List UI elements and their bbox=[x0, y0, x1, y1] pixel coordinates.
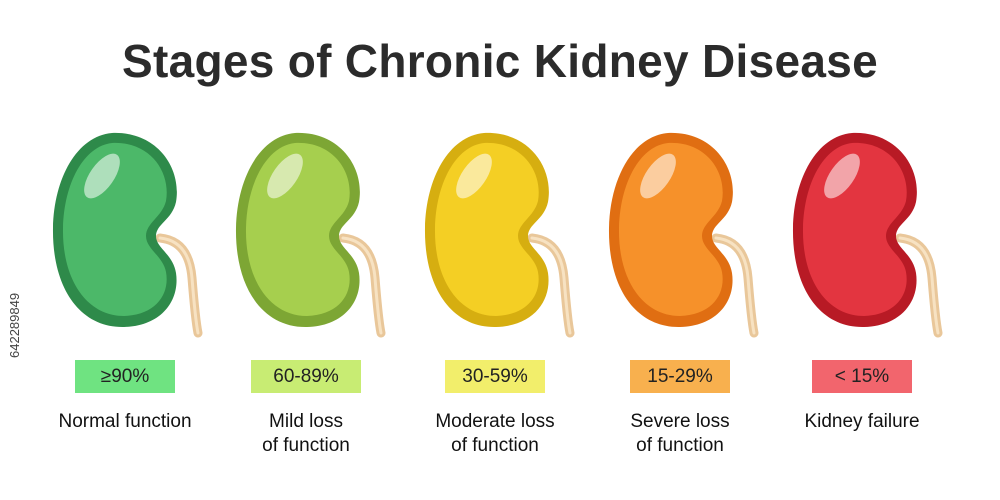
stage-label: Kidney failure bbox=[804, 411, 920, 432]
kidney-highlight bbox=[84, 153, 120, 199]
stage-label: Mild loss of function bbox=[262, 411, 350, 456]
ureter-highlight bbox=[341, 236, 383, 335]
stage-range-badge: 60-89% bbox=[251, 360, 361, 393]
kidney-highlight bbox=[456, 153, 492, 199]
ureter-highlight bbox=[714, 236, 756, 335]
stage-label: Severe loss of function bbox=[630, 411, 730, 456]
stage-range-badge: 30-59% bbox=[445, 360, 545, 393]
ureter-highlight bbox=[530, 236, 572, 335]
kidney-highlight bbox=[640, 153, 676, 199]
kidney-moderate-loss bbox=[424, 132, 575, 338]
kidney-normal bbox=[52, 132, 203, 338]
stage-label: Normal function bbox=[58, 411, 192, 432]
kidney-failure bbox=[792, 132, 943, 338]
stock-id-text: 642289849 bbox=[7, 292, 22, 358]
ureter-highlight bbox=[158, 236, 200, 335]
stage-range-badge: 15-29% bbox=[630, 360, 730, 393]
stage-range-badge: ≥90% bbox=[75, 360, 175, 393]
kidney-mild-loss bbox=[235, 132, 386, 338]
kidney-highlight bbox=[824, 153, 860, 199]
diagram-title: Stages of Chronic Kidney Disease bbox=[121, 35, 879, 87]
stage-range-badge: < 15% bbox=[812, 360, 912, 393]
kidney-highlight bbox=[267, 153, 303, 199]
stage-label: Moderate loss of function bbox=[435, 411, 555, 456]
ureter-highlight bbox=[898, 236, 940, 335]
kidney-severe-loss bbox=[608, 132, 759, 338]
